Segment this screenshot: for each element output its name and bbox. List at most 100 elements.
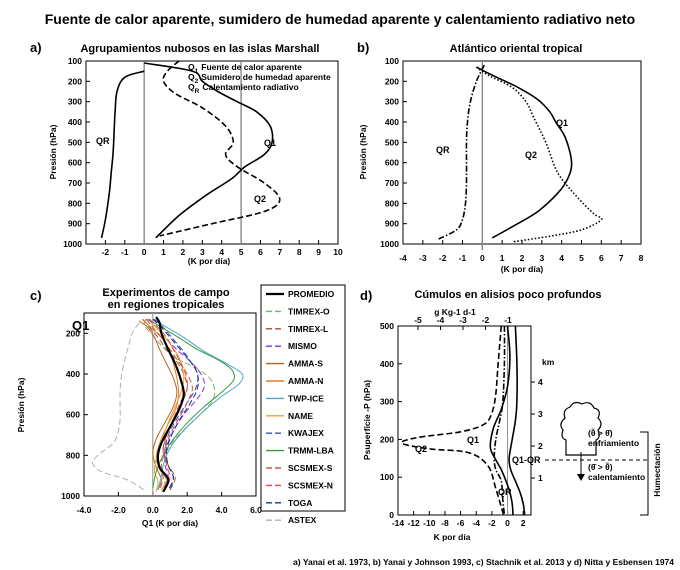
x-tick-label: 8 [297,247,302,257]
legend-qr-symbol: Q [188,82,195,92]
x-tick-label: -10 [423,518,436,528]
series-q2 [400,326,505,515]
legend-entry: TOGA [288,498,312,508]
panel-c-annotation: Q1 [72,318,89,333]
x-tick-label: 2 [521,518,526,528]
series-as [138,320,178,491]
km-tick-label: 3 [538,409,543,419]
legend-entry: PROMEDIO [288,289,335,299]
x-tick-label: 6.0 [250,505,262,515]
y-tick-label: 800 [385,198,399,208]
x-tick-label: 6 [258,247,263,257]
panel-a-axes: -2 -1 0 1 2 3 4 5 6 7 8 9 10 100 200 300 400 500 600 700 800… [63,56,343,257]
legend-q2-text: Sumidero de humedad aparente [201,72,331,82]
y-tick-label: 300 [380,397,394,407]
x-tick-label: -4 [399,253,407,263]
top-tick-label: -1 [504,315,512,325]
panel-b-ylabel: Presión (hPa) [358,124,368,179]
legend-entry: SCSMEX-S [288,463,333,473]
panel-c-subtitle: en regiones tropicales [108,299,225,311]
x-tick-label: -2 [102,247,110,257]
series-ax [92,322,145,491]
panel-a-title: Agrupamientos nubosos en las islas Marsh… [80,43,319,55]
panel-d-km-label: km [542,357,555,367]
x-tick-label: -12 [407,518,420,528]
y-tick-label: 400 [385,117,399,127]
legend-entry: NAME [288,411,313,421]
x-tick-label: 5 [579,253,584,263]
legend-q1: Q1 Fuente de calor aparente [188,62,302,75]
panel-c-series [92,316,244,493]
y-tick-label: 700 [385,178,399,188]
series-q2 [475,66,603,243]
y-tick-label: 200 [66,328,80,338]
y-tick-label: 600 [385,158,399,168]
x-tick-label: 4 [559,253,564,263]
series-q1 [489,326,514,515]
panel-d-q1-label: Q1 [467,435,479,445]
legend-entry: MISMO [288,341,317,351]
x-tick-label: -2 [488,518,496,528]
legend-qr: QR Calentamiento radiativo [188,82,299,95]
x-tick-label: -2 [439,253,447,263]
y-tick-label: 100 [380,472,394,482]
x-tick-label: 0 [142,247,147,257]
y-tick-label: 0 [389,510,394,520]
panel-d-frame [397,325,532,516]
legend-qr-text: Calentamiento radiativo [202,82,298,92]
legend-q2: Q2 Sumidero de humedad aparente [188,72,331,85]
panel-d-top-xlabel: g Kg-1 d-1 [434,307,476,317]
x-tick-label: 0.0 [147,505,159,515]
panel-b-letter: b) [357,40,369,55]
x-tick-label: 6 [599,253,604,263]
x-tick-label: -4.0 [77,505,92,515]
panel-d-q2-label: Q2 [415,444,427,454]
top-tick-label: -3 [459,315,467,325]
panel-a-series [100,61,281,239]
y-tick-label: 200 [385,76,399,86]
y-tick-label: 800 [68,198,82,208]
cloud-inset: (θ̃ > θ̄) enfriamiento (θ̄ > θ̃) calenta… [545,401,662,516]
x-tick-label: 3 [200,247,205,257]
panel-d-ylabel: Psuperficie -P (hPa) [362,380,372,460]
series-q1 [476,66,573,239]
panel-a: a) Agrupamientos nubosos en las islas Ma… [30,40,343,266]
figure-title: Fuente de calor aparente, sumidero de hu… [45,11,636,27]
panel-d-q1qr-label: Q1-QR [512,455,541,465]
y-tick-label: 1000 [380,239,399,249]
panel-b-title: Atlántico oriental tropical [450,43,583,55]
y-tick-label: 500 [385,137,399,147]
panel-a-frame [85,60,339,245]
km-tick-label: 2 [538,441,543,451]
x-tick-label: 7 [619,253,624,263]
panel-b-q2-label: Q2 [525,150,537,160]
panel-c-axes: -4.0 -2.0 0.0 2.0 4.0 6.0 200 400 600 800 1000 [61,313,262,515]
y-tick-label: 100 [385,56,399,66]
x-tick-label: 0 [480,253,485,263]
x-tick-label: -6 [457,518,465,528]
top-tick-label: -2 [482,315,490,325]
legend-entry: ASTEX [288,515,317,525]
legend-entry: AMMA-S [288,359,323,369]
cloud-enfriamiento: enfriamiento [588,438,639,448]
series-tl [142,318,188,491]
legend-entry: AMMA-N [288,376,323,386]
panel-c-xlabel: Q1 (K por día) [142,518,198,528]
panel-c-legend: PROMEDIO TIMREX-O TIMREX-L MISMO AMMA-S AMMA-… [266,289,335,525]
panel-b-qr-label: QR [436,145,450,155]
legend-q1-sub: 1 [195,68,199,75]
x-tick-label: 1 [500,253,505,263]
panel-c-title: Experimentos de campo [102,287,229,299]
cloud-icon [560,401,602,456]
y-tick-label: 900 [68,219,82,229]
series-prom [155,316,185,493]
x-tick-label: 2 [520,253,525,263]
x-tick-label: 7 [277,247,282,257]
panel-a-legend: Q1 Fuente de calor aparente Q2 Sumidero de… [188,62,331,95]
panel-b: b) Atlántico oriental tropical -4 -3 -2 -1 0… [357,40,644,274]
top-tick-label: -5 [414,315,422,325]
x-tick-label: 4 [219,247,224,257]
x-tick-label: 8 [639,253,644,263]
panel-c-ylabel: Presión (hPa) [16,377,26,432]
